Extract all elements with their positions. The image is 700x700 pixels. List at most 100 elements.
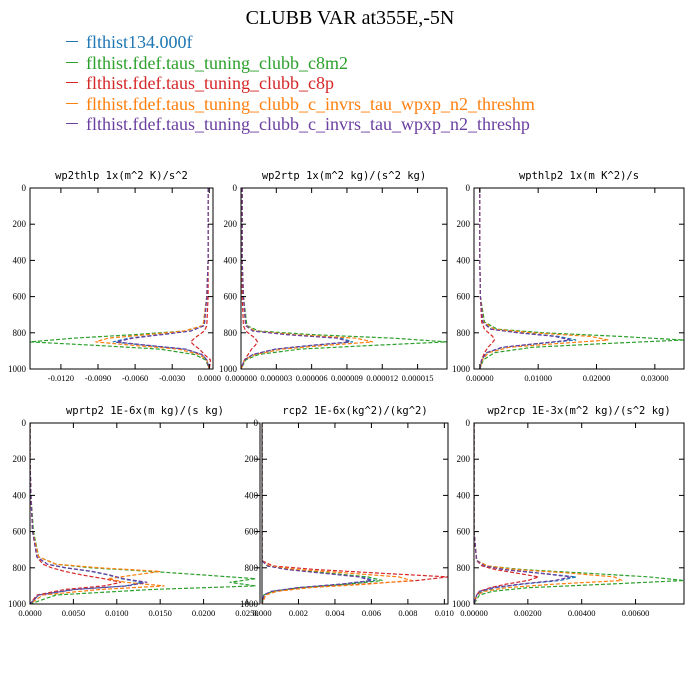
y-tick-label: 400 bbox=[457, 490, 471, 500]
legend-label: flthist.fdef.taus_tuning_clubb_c8p bbox=[86, 73, 334, 93]
series-line bbox=[241, 188, 259, 369]
series-line bbox=[112, 188, 210, 369]
y-tick-label: 400 bbox=[224, 255, 238, 265]
series-line bbox=[116, 188, 210, 369]
plot-frame bbox=[261, 422, 449, 605]
x-tick-label: 0.006 bbox=[362, 608, 381, 618]
y-tick-label: 600 bbox=[457, 527, 471, 537]
x-tick-label: 0.002 bbox=[289, 608, 308, 618]
x-tick-label: 0.000009 bbox=[331, 373, 363, 383]
x-tick-label: 0.004 bbox=[325, 608, 345, 618]
x-tick-label: 0.000015 bbox=[402, 373, 434, 383]
y-tick-label: 1000 bbox=[8, 599, 27, 609]
x-tick-label: 0.01000 bbox=[524, 373, 552, 383]
plot-frame bbox=[473, 187, 685, 370]
y-tick-label: 400 bbox=[457, 255, 471, 265]
x-tick-label: -0.0090 bbox=[85, 373, 111, 383]
y-tick-label: 600 bbox=[245, 527, 259, 537]
panel: wp2rcp 1E-3x(m^2 kg)/(s^2 kg) 0 200 400 600 8… bbox=[452, 405, 685, 618]
legend-label: flthist134.000f bbox=[86, 32, 193, 52]
x-tick-label: 0.02000 bbox=[583, 373, 611, 383]
series-group bbox=[474, 423, 684, 604]
plot-frame bbox=[240, 187, 448, 370]
y-tick-label: 1000 bbox=[452, 364, 471, 374]
legend-label: flthist.fdef.taus_tuning_clubb_c8m2 bbox=[86, 52, 348, 73]
plot-frame bbox=[29, 422, 261, 605]
y-tick-label: 200 bbox=[224, 219, 238, 229]
y-tick-label: 200 bbox=[13, 454, 27, 464]
series-line bbox=[474, 423, 623, 604]
y-tick-label: 600 bbox=[13, 527, 27, 537]
plot-frame bbox=[473, 422, 685, 605]
series-line bbox=[474, 423, 539, 604]
panel: wp2thlp 1x(m^2 K)/s^2 0 200 400 600 800 1000 -0… bbox=[8, 170, 221, 383]
x-tick-label: 0.0050 bbox=[62, 608, 85, 618]
panel: wp2rtp 1x(m^2 kg)/(s^2 kg) 0 200 400 600 800 1… bbox=[219, 170, 448, 383]
y-tick-label: 200 bbox=[457, 219, 471, 229]
legend-swatch bbox=[66, 41, 78, 42]
legend-swatch bbox=[66, 123, 78, 124]
y-tick-label: 200 bbox=[13, 219, 27, 229]
y-tick-label: 200 bbox=[457, 454, 471, 464]
x-tick-label: 0.00200 bbox=[514, 608, 542, 618]
series-line bbox=[30, 423, 165, 604]
panel-title: wpthlp2 1x(m K^2)/s bbox=[519, 170, 639, 182]
x-tick-label: 0.000012 bbox=[366, 373, 398, 383]
y-tick-label: 0 bbox=[233, 183, 238, 193]
legend-swatch bbox=[66, 82, 78, 83]
y-tick-label: 0 bbox=[254, 418, 259, 428]
series-line bbox=[479, 188, 577, 369]
series-line bbox=[479, 188, 609, 369]
series-line bbox=[30, 423, 143, 604]
panel: wpthlp2 1x(m K^2)/s 0 200 400 600 800 10000.00… bbox=[452, 170, 685, 383]
y-tick-label: 600 bbox=[224, 292, 238, 302]
x-tick-label: 0.0200 bbox=[192, 608, 215, 618]
panel: wprtp2 1E-6x(m kg)/(s kg) 0 200 400 600 800 10… bbox=[8, 405, 261, 618]
series-line bbox=[479, 188, 496, 369]
series-line bbox=[474, 423, 577, 604]
legend-label: flthist.fdef.taus_tuning_clubb_c_invrs_t… bbox=[86, 114, 530, 134]
series-line bbox=[474, 423, 684, 604]
y-tick-label: 0 bbox=[466, 418, 471, 428]
y-tick-label: 400 bbox=[245, 490, 259, 500]
plot-frame bbox=[29, 187, 214, 370]
x-tick-label: 0.00000 bbox=[466, 373, 494, 383]
panel: rcp2 1E-6x(kg^2)/(kg^2) 0 200 400 600 800 1000… bbox=[240, 405, 454, 618]
y-tick-label: 0 bbox=[22, 183, 27, 193]
series-group bbox=[30, 423, 256, 604]
series-group bbox=[241, 188, 447, 369]
y-tick-label: 1000 bbox=[452, 599, 471, 609]
panel-title: wp2rtp 1x(m^2 kg)/(s^2 kg) bbox=[262, 170, 426, 182]
y-tick-label: 0 bbox=[466, 183, 471, 193]
legend-label: flthist.fdef.taus_tuning_clubb_c_invrs_t… bbox=[86, 93, 535, 114]
series-line bbox=[30, 423, 122, 604]
x-tick-label: 0.0000 bbox=[18, 608, 41, 618]
series-line bbox=[241, 188, 373, 369]
x-tick-label: 0.000000 bbox=[225, 373, 257, 383]
y-tick-label: 800 bbox=[224, 328, 238, 338]
y-tick-label: 200 bbox=[245, 454, 259, 464]
legend-swatch bbox=[66, 102, 78, 104]
panel-title: wp2thlp 1x(m^2 K)/s^2 bbox=[55, 170, 188, 182]
y-tick-label: 400 bbox=[13, 490, 27, 500]
x-tick-label: 0.00400 bbox=[568, 608, 596, 618]
series-line bbox=[262, 423, 372, 604]
y-tick-label: 600 bbox=[13, 292, 27, 302]
y-tick-label: 800 bbox=[457, 563, 471, 573]
series-line bbox=[474, 423, 572, 604]
y-tick-label: 1000 bbox=[219, 364, 238, 374]
series-line bbox=[262, 423, 448, 604]
x-tick-label: 0.000 bbox=[252, 608, 271, 618]
series-line bbox=[30, 423, 256, 604]
panel-title: wprtp2 1E-6x(m kg)/(s kg) bbox=[66, 405, 224, 417]
y-tick-label: 800 bbox=[245, 563, 259, 573]
figure-title: CLUBB VAR at355E,-5N bbox=[245, 7, 455, 29]
y-tick-label: 1000 bbox=[8, 364, 27, 374]
y-tick-label: 0 bbox=[22, 418, 27, 428]
x-tick-label: -0.0030 bbox=[159, 373, 185, 383]
y-tick-label: 600 bbox=[457, 292, 471, 302]
y-tick-label: 800 bbox=[13, 328, 27, 338]
series-line bbox=[479, 188, 571, 369]
x-tick-label: 0.0000 bbox=[198, 373, 221, 383]
